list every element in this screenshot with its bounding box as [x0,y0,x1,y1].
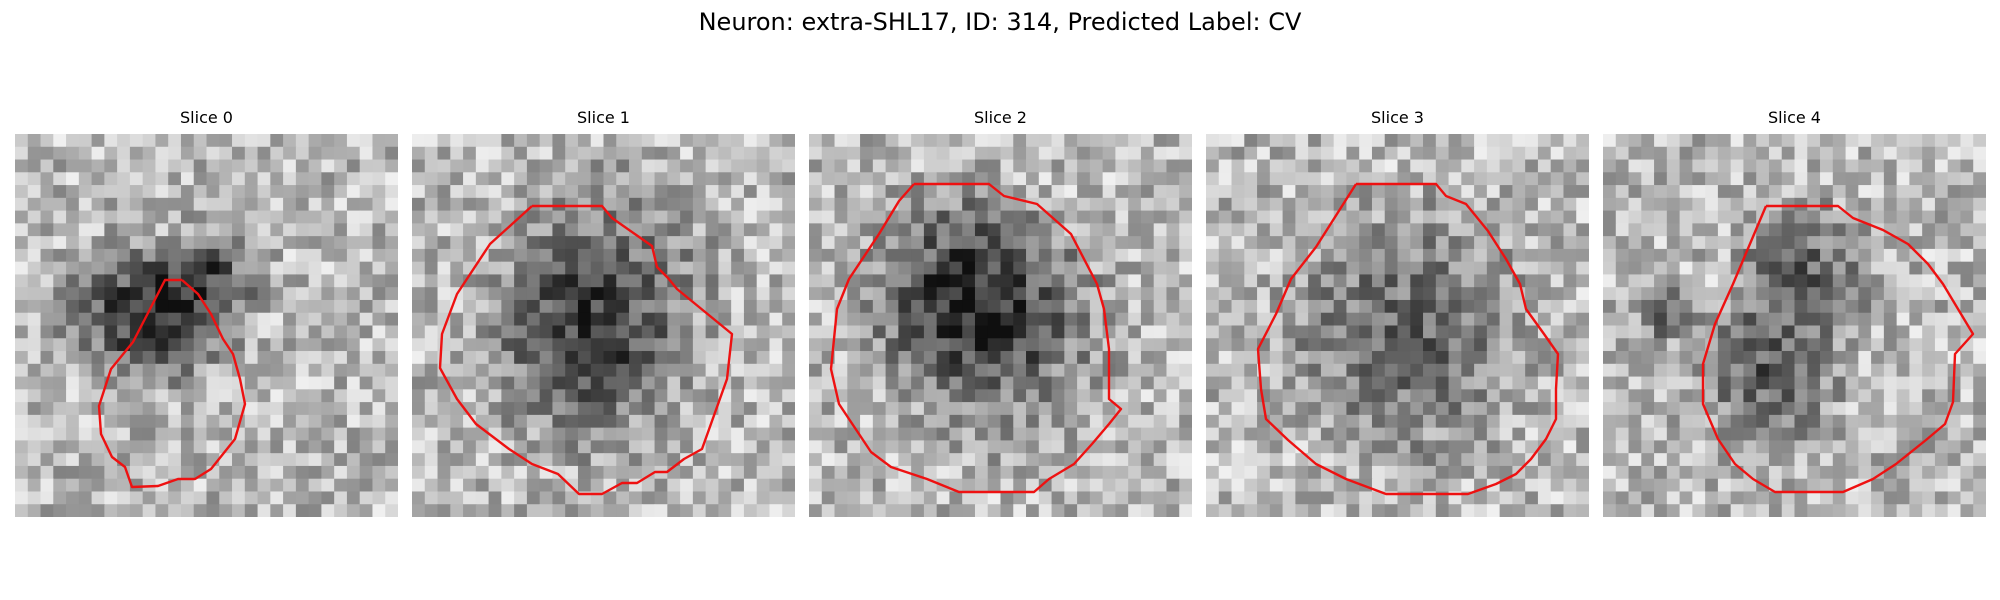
slice-panel-2: Slice 2 [809,108,1192,517]
slice-image-4 [1603,134,1986,517]
slice-panel-1: Slice 1 [412,108,795,517]
slice-title-2: Slice 2 [974,108,1027,127]
pixel-grid-1 [412,134,795,517]
slice-panel-3: Slice 3 [1206,108,1589,517]
pixel-grid-3 [1206,134,1589,517]
slice-image-0 [15,134,398,517]
slice-title-3: Slice 3 [1371,108,1424,127]
slice-image-3 [1206,134,1589,517]
contour-outline-1 [438,204,734,496]
pixel-grid-2 [809,134,1192,517]
contour-outline-3 [1256,182,1560,496]
slice-title-0: Slice 0 [180,108,233,127]
slice-panel-0: Slice 0 [15,108,398,517]
pixel-grid-0 [15,134,398,517]
pixel-grid-4 [1603,134,1986,517]
figure-title: Neuron: extra-SHL17, ID: 314, Predicted … [698,8,1302,36]
slice-title-4: Slice 4 [1768,108,1821,127]
slice-image-2 [809,134,1192,517]
contour-outline-4 [1701,204,1975,494]
contour-outline-2 [829,182,1123,494]
slice-image-1 [412,134,795,517]
contour-outline-0 [97,278,247,489]
slice-panel-4: Slice 4 [1603,108,1986,517]
slice-title-1: Slice 1 [577,108,630,127]
